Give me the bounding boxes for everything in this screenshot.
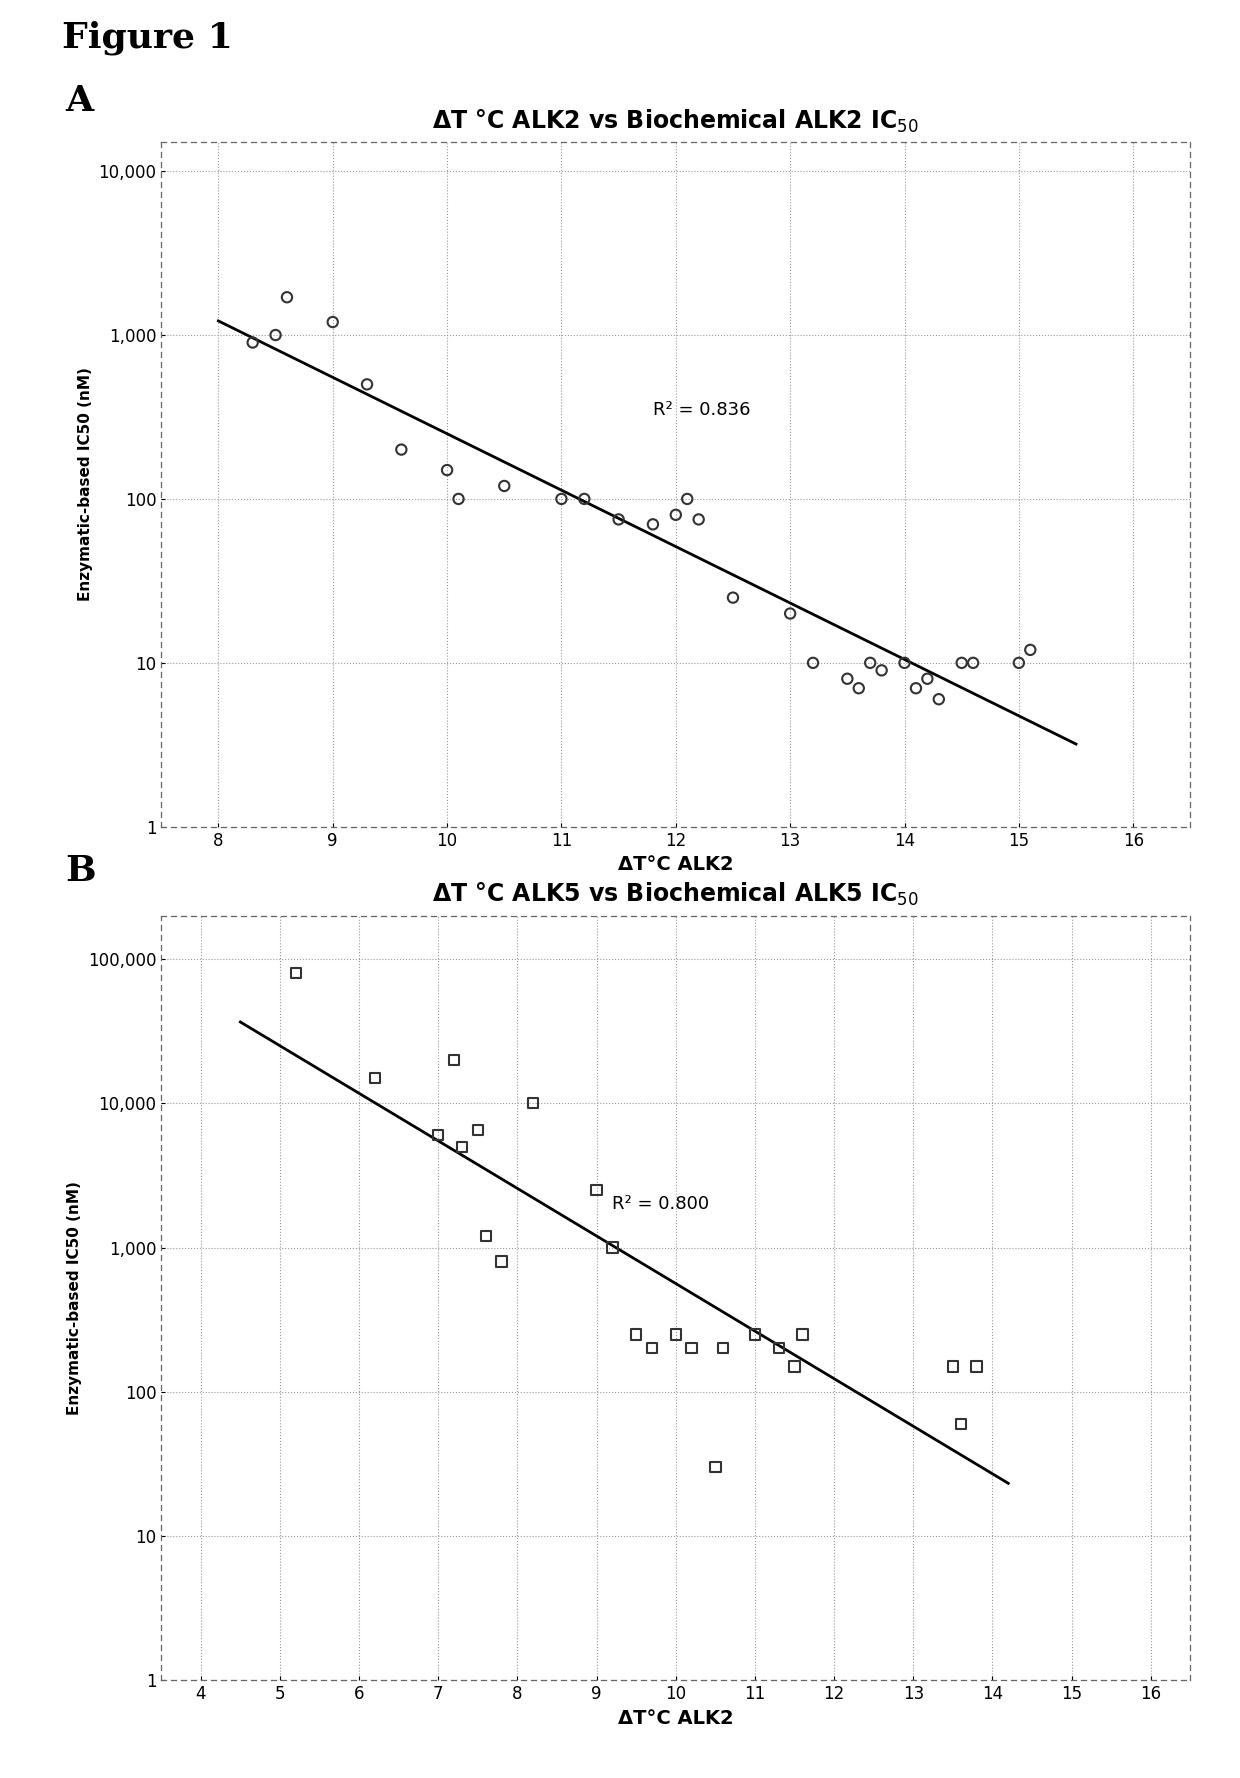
Point bbox=[769, 1334, 789, 1362]
Text: Figure 1: Figure 1 bbox=[62, 21, 233, 55]
Point bbox=[428, 1122, 448, 1150]
Point bbox=[277, 283, 296, 311]
Point bbox=[951, 1410, 971, 1438]
Point bbox=[552, 485, 572, 514]
Title: ΔT °C ALK2 vs Biochemical ALK2 IC$_{50}$: ΔT °C ALK2 vs Biochemical ALK2 IC$_{50}$ bbox=[433, 107, 919, 135]
Text: R² = 0.800: R² = 0.800 bbox=[613, 1195, 709, 1213]
Point bbox=[894, 649, 914, 677]
Point bbox=[723, 583, 743, 612]
Point bbox=[265, 320, 285, 348]
Point bbox=[392, 436, 412, 464]
Point bbox=[666, 1319, 686, 1348]
Point bbox=[872, 656, 892, 685]
Text: R² = 0.836: R² = 0.836 bbox=[653, 400, 750, 420]
Point bbox=[438, 455, 458, 484]
Point bbox=[603, 1234, 622, 1262]
Point bbox=[467, 1117, 487, 1145]
Point bbox=[713, 1334, 733, 1362]
Point bbox=[492, 1248, 512, 1277]
Text: A: A bbox=[66, 84, 94, 119]
Point bbox=[243, 329, 263, 357]
Y-axis label: Enzymatic-based IC50 (nM): Enzymatic-based IC50 (nM) bbox=[78, 368, 93, 601]
Title: ΔT °C ALK5 vs Biochemical ALK5 IC$_{50}$: ΔT °C ALK5 vs Biochemical ALK5 IC$_{50}$ bbox=[433, 880, 919, 909]
Point bbox=[357, 370, 377, 398]
Point bbox=[952, 649, 972, 677]
Point bbox=[780, 599, 800, 628]
Point bbox=[322, 308, 342, 336]
Point bbox=[804, 649, 823, 677]
Point bbox=[476, 1221, 496, 1250]
Point bbox=[677, 485, 697, 514]
Point bbox=[929, 685, 949, 713]
Point bbox=[861, 649, 880, 677]
Point bbox=[642, 1334, 662, 1362]
Point bbox=[745, 1319, 765, 1348]
Point bbox=[644, 510, 663, 539]
Point bbox=[918, 665, 937, 693]
Point bbox=[453, 1133, 472, 1161]
Point bbox=[286, 958, 306, 987]
Point bbox=[574, 485, 594, 514]
Point bbox=[849, 674, 869, 702]
Point bbox=[682, 1334, 702, 1362]
Point bbox=[495, 471, 515, 500]
Point bbox=[365, 1063, 384, 1092]
X-axis label: ΔT°C ALK2: ΔT°C ALK2 bbox=[618, 1709, 734, 1728]
Point bbox=[1021, 637, 1040, 665]
Point bbox=[967, 1351, 987, 1380]
Point bbox=[523, 1090, 543, 1118]
Point bbox=[609, 505, 629, 533]
Point bbox=[688, 505, 708, 533]
Point bbox=[963, 649, 983, 677]
Point bbox=[666, 501, 686, 530]
Point bbox=[837, 665, 857, 693]
Point bbox=[444, 1045, 464, 1074]
X-axis label: ΔT°C ALK2: ΔT°C ALK2 bbox=[618, 855, 734, 875]
Point bbox=[587, 1175, 606, 1204]
Point bbox=[626, 1319, 646, 1348]
Point bbox=[785, 1351, 805, 1380]
Point bbox=[906, 674, 926, 702]
Point bbox=[449, 485, 469, 514]
Point bbox=[706, 1453, 725, 1481]
Text: B: B bbox=[66, 853, 97, 889]
Y-axis label: Enzymatic-based IC50 (nM): Enzymatic-based IC50 (nM) bbox=[67, 1181, 82, 1415]
Point bbox=[942, 1351, 962, 1380]
Point bbox=[1009, 649, 1029, 677]
Point bbox=[792, 1319, 812, 1348]
